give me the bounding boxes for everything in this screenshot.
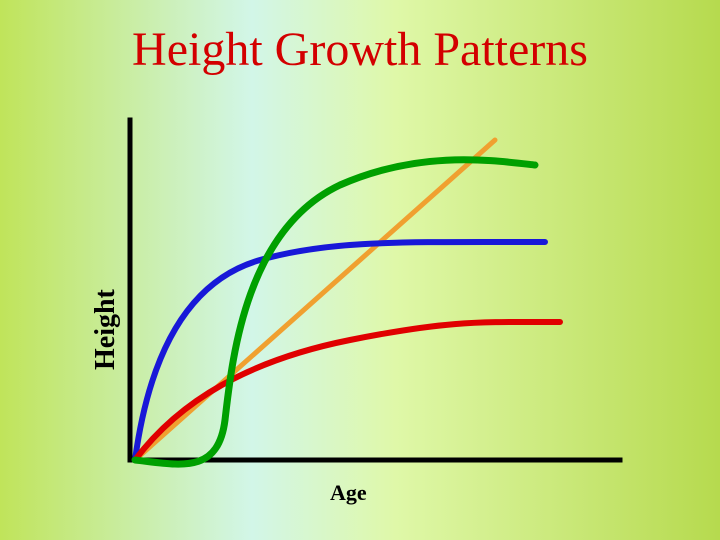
slide: Height Growth Patterns Height Age xyxy=(0,0,720,540)
curves xyxy=(135,140,560,464)
orange-line xyxy=(135,140,495,460)
growth-chart xyxy=(0,0,720,540)
red-curve xyxy=(135,322,560,460)
green-curve xyxy=(135,160,535,464)
